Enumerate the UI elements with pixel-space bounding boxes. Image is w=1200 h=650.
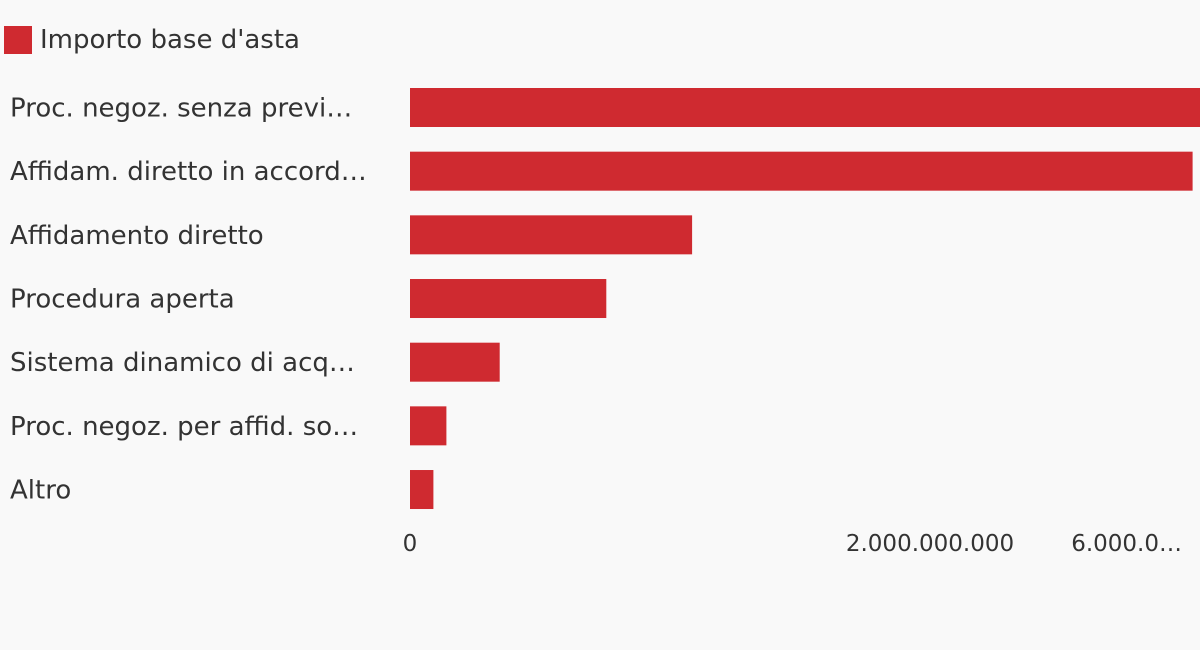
- bar[interactable]: [410, 151, 1193, 191]
- legend[interactable]: Importo base d'asta: [4, 24, 300, 56]
- legend-label: Importo base d'asta: [40, 25, 300, 55]
- category-label: Affidamento diretto: [10, 221, 264, 251]
- category-label: Proc. negoz. per affid. so…: [10, 412, 358, 442]
- category-label: Affidam. diretto in accord…: [10, 157, 367, 187]
- x-tick-label: 0: [403, 531, 418, 557]
- bars: [410, 88, 1200, 510]
- category-labels: Proc. negoz. senza previ… Affidam. dirett…: [10, 94, 367, 506]
- bar[interactable]: [410, 279, 607, 319]
- legend-swatch: [4, 26, 32, 54]
- bar[interactable]: [410, 406, 447, 446]
- category-label: Sistema dinamico di acq…: [10, 348, 355, 378]
- category-label: Procedura aperta: [10, 285, 235, 315]
- bar[interactable]: [410, 342, 500, 382]
- x-axis-tick-labels: 02.000.000.0004.000.000.0006.000.0…: [403, 531, 1182, 557]
- bar[interactable]: [410, 470, 434, 510]
- category-label: Altro: [10, 476, 71, 506]
- x-tick-label: 6.000.0…: [1071, 531, 1182, 557]
- category-label: Proc. negoz. senza previ…: [10, 94, 352, 124]
- x-tick-label: 2.000.000.000: [846, 531, 1014, 557]
- bar[interactable]: [410, 88, 1200, 127]
- bar[interactable]: [410, 215, 693, 255]
